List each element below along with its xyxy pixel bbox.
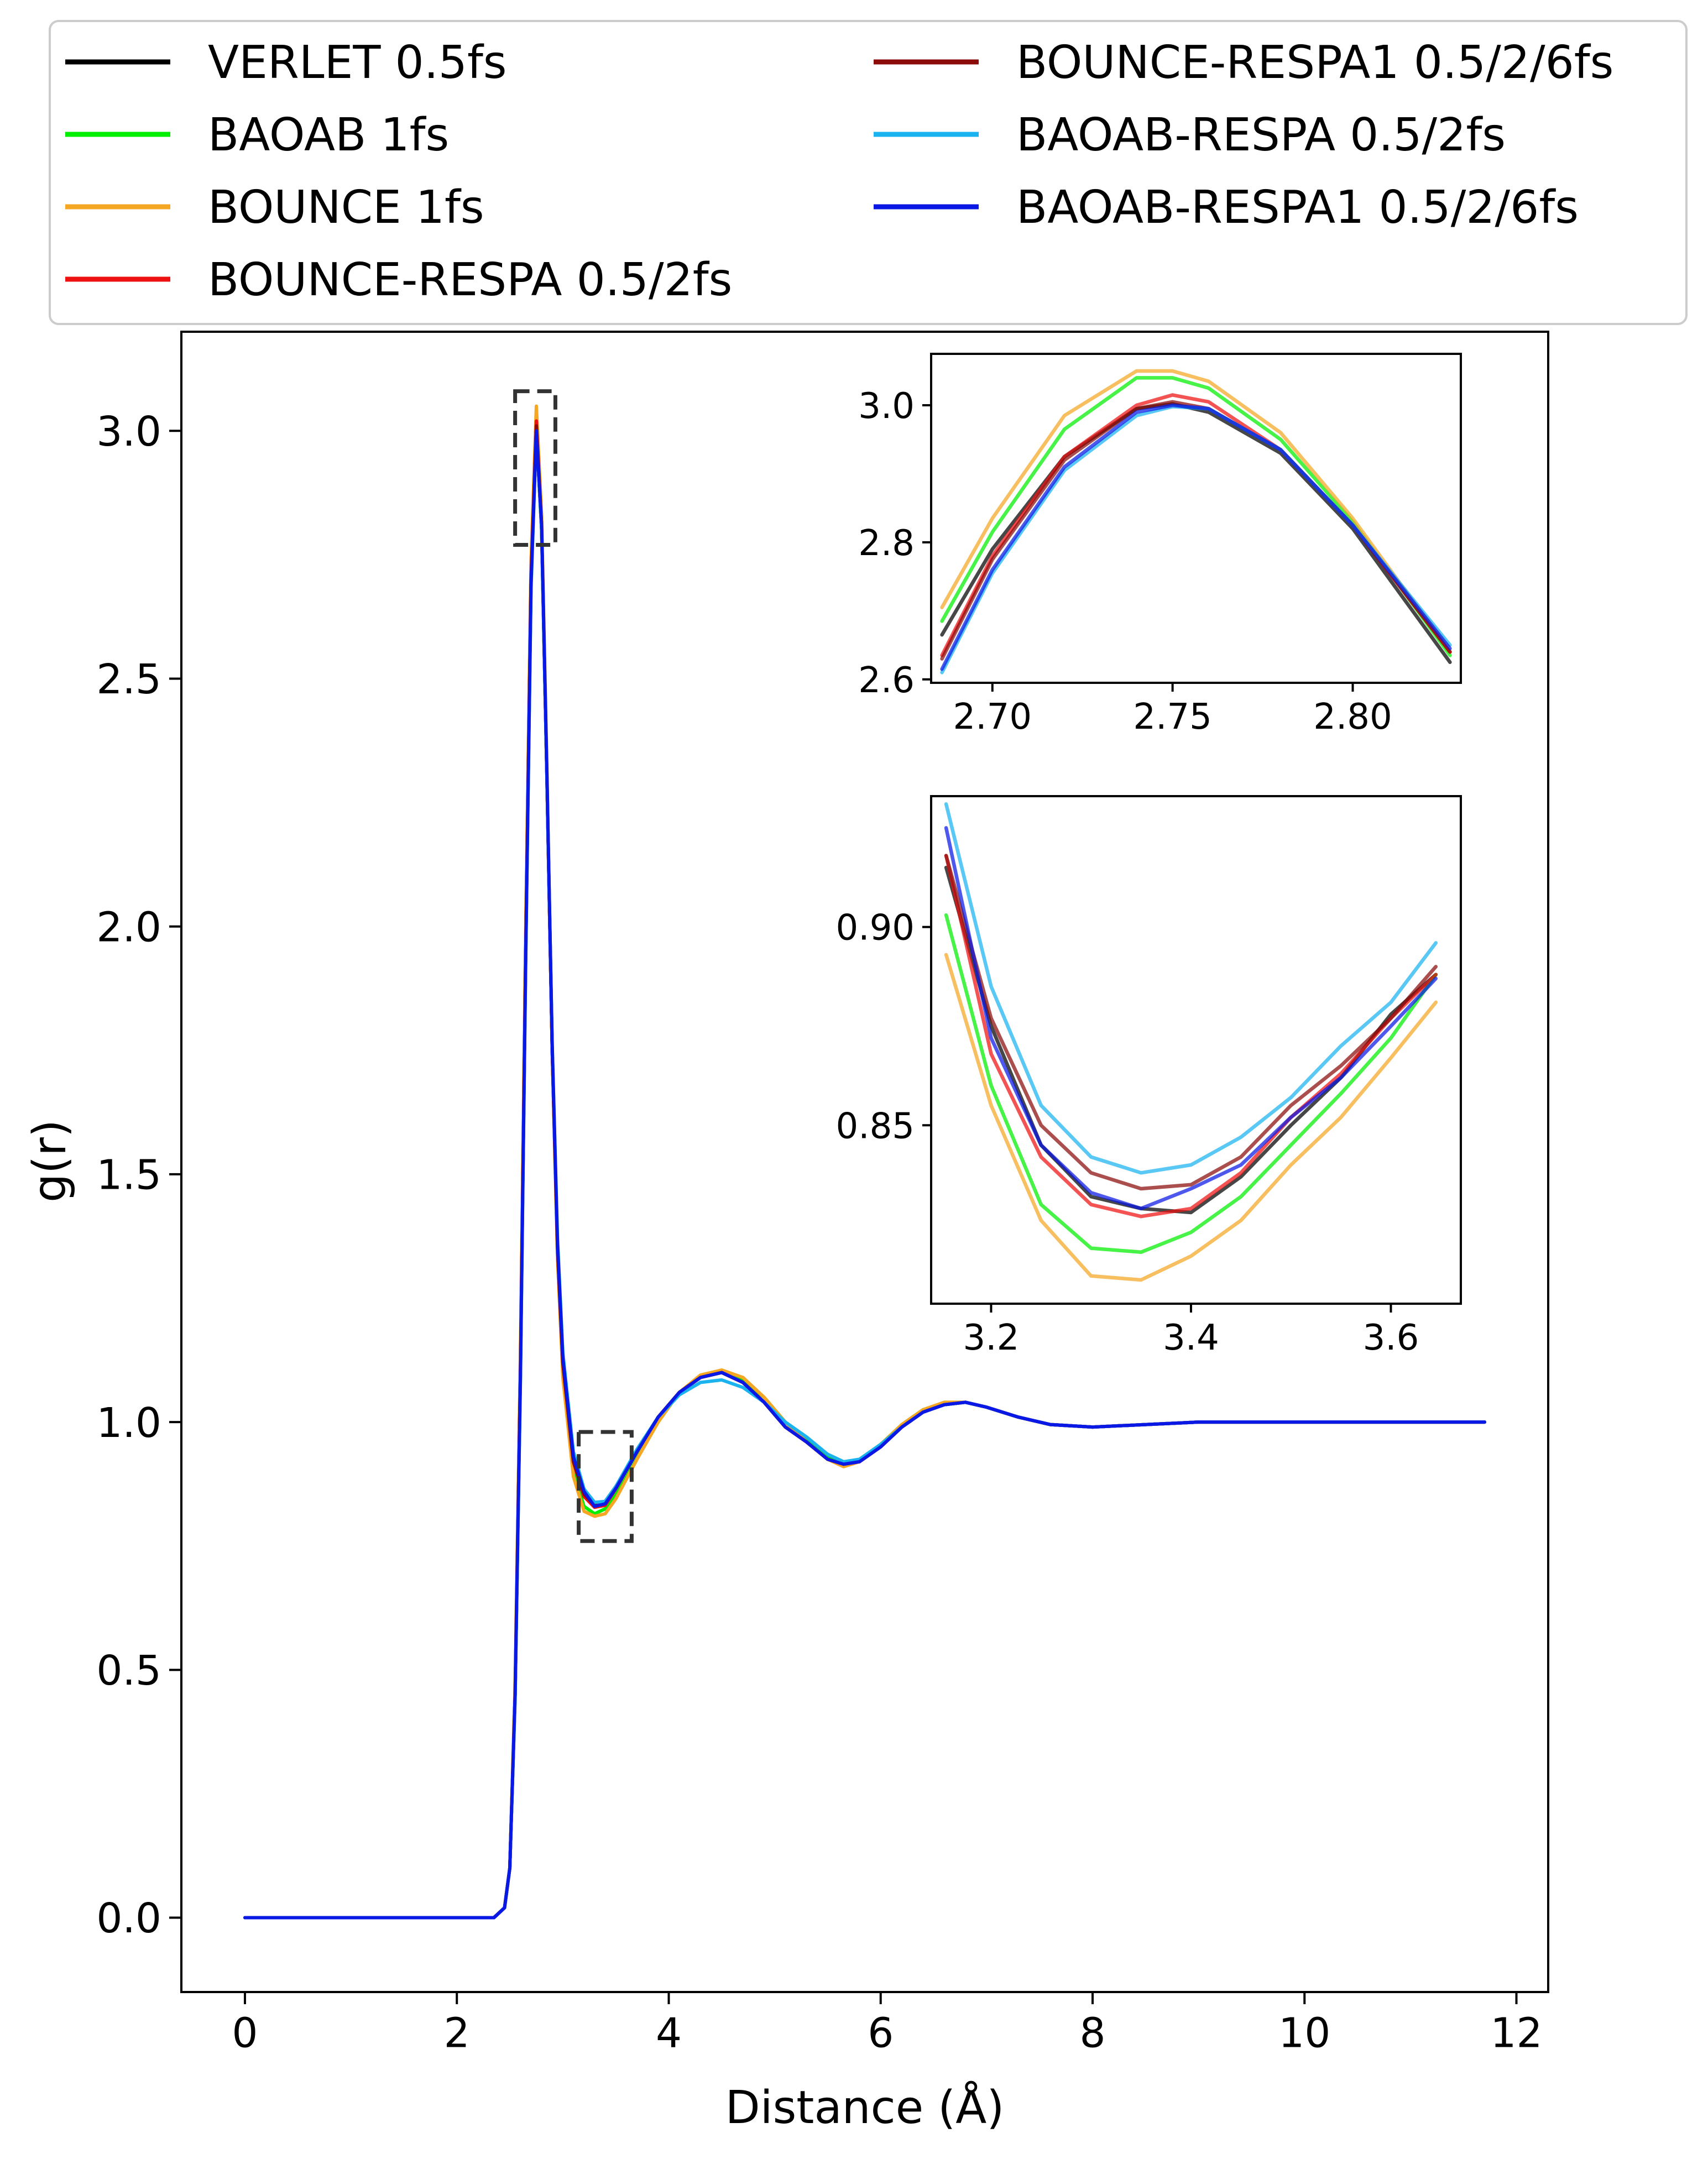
main-x-tick-label: 12 <box>1490 2010 1542 2057</box>
inset-peak-background <box>931 354 1461 683</box>
main-x-tick-label: 10 <box>1278 2010 1330 2057</box>
legend-label-bounce-1fs: BOUNCE 1fs <box>208 181 484 234</box>
inset-peak-plot: 2.70 2.75 2.80 2.6 2.8 3.0 <box>858 353 1462 738</box>
inset-minimum-series-group <box>944 802 1438 1282</box>
main-plot: 0 2 4 6 8 10 12 0.0 0.5 1.0 1.5 2.0 2.5 3.0 Distance … <box>24 331 1549 2134</box>
inset-peak-series-baoab-1fs <box>940 376 1452 657</box>
inset-peak-y-tick-label: 2.6 <box>858 660 915 701</box>
zoom-box-2 <box>577 1430 634 1543</box>
inset-minimum-x-tick-label: 3.4 <box>1163 1318 1219 1358</box>
main-y-tick-label: 2.0 <box>96 903 161 951</box>
inset-peak-y-tick-label: 2.8 <box>858 523 915 564</box>
inset-minimum-series-bounce-respa-0-5-2fs <box>944 854 1438 1219</box>
main-series-group <box>243 404 1486 1920</box>
inset-minimum-plot: 3.2 3.4 3.6 0.85 0.90 <box>836 795 1462 1358</box>
legend-frame <box>49 20 1688 325</box>
main-series-baoab-respa1-0-5-2-6fs <box>243 429 1486 1920</box>
legend-label-bounce-respa-0-5-2fs: BOUNCE-RESPA 0.5/2fs <box>208 254 732 306</box>
inset-peak-series-bounce-1fs <box>940 369 1452 654</box>
inset-minimum-series-baoab-respa1-0-5-2-6fs <box>944 826 1438 1211</box>
inset-minimum-y-tick-label: 0.85 <box>836 1106 915 1147</box>
inset-minimum-series-baoab-respa-0-5-2fs <box>944 802 1438 1175</box>
inset-peak-y-tick-label: 3.0 <box>858 386 915 427</box>
legend-label-baoab-respa-0-5-2fs: BAOAB-RESPA 0.5/2fs <box>1016 109 1506 161</box>
legend-label-verlet-0-5fs: VERLET 0.5fs <box>208 36 507 89</box>
legend-label-baoab-respa1-0-5-2-6fs: BAOAB-RESPA1 0.5/2/6fs <box>1016 181 1579 234</box>
main-x-tick-label: 8 <box>1079 2010 1105 2057</box>
main-plot-frame <box>180 331 1549 1993</box>
x-axis-label: Distance (Å) <box>725 2081 1005 2134</box>
main-y-tick-label: 1.0 <box>96 1399 161 1447</box>
main-y-tick-label: 2.5 <box>96 656 161 703</box>
main-y-tick-label: 0.0 <box>96 1895 161 1942</box>
main-x-tick-label: 6 <box>868 2010 894 2057</box>
inset-minimum-series-bounce-respa1-0-5-2-6fs <box>944 854 1438 1191</box>
inset-peak-x-tick-label: 2.70 <box>953 697 1032 738</box>
inset-minimum-frame <box>930 795 1462 1305</box>
main-y-tick-label: 0.5 <box>96 1647 161 1695</box>
inset-minimum-x-tick-label: 3.6 <box>1363 1318 1419 1358</box>
zoom-boxes <box>513 389 634 1543</box>
inset-peak-series-group <box>940 369 1452 675</box>
legend: VERLET 0.5fs BAOAB 1fs BOUNCE 1fs BOUNCE-RE… <box>49 20 1688 325</box>
zoom-box-1 <box>513 389 557 547</box>
inset-minimum-y-tick-label: 0.90 <box>836 908 915 949</box>
legend-label-bounce-respa1-0-5-2-6fs: BOUNCE-RESPA1 0.5/2/6fs <box>1016 36 1613 89</box>
inset-peak-series-baoab-respa1-0-5-2-6fs <box>940 403 1452 671</box>
inset-minimum-series-baoab-1fs <box>944 913 1438 1254</box>
main-x-tick-label: 0 <box>232 2010 258 2057</box>
inset-peak-frame <box>930 353 1462 684</box>
main-x-tick-label: 4 <box>656 2010 682 2057</box>
main-y-tick-label: 3.0 <box>96 408 161 456</box>
inset-minimum-x-tick-label: 3.2 <box>963 1318 1020 1358</box>
main-y-tick-label: 1.5 <box>96 1152 161 1199</box>
main-x-tick-label: 2 <box>444 2010 470 2057</box>
legend-label-baoab-1fs: BAOAB 1fs <box>208 109 449 161</box>
inset-peak-x-tick-label: 2.75 <box>1133 697 1212 738</box>
legend-entries: VERLET 0.5fs BAOAB 1fs BOUNCE 1fs BOUNCE-RE… <box>65 36 1613 306</box>
y-axis-label: g(r) <box>24 1120 76 1203</box>
inset-peak-x-tick-label: 2.80 <box>1313 697 1392 738</box>
inset-minimum-series-bounce-1fs <box>944 953 1438 1282</box>
main-axis-ticks: 0 2 4 6 8 10 12 0.0 0.5 1.0 1.5 2.0 2.5 3.0 <box>96 408 1542 2057</box>
